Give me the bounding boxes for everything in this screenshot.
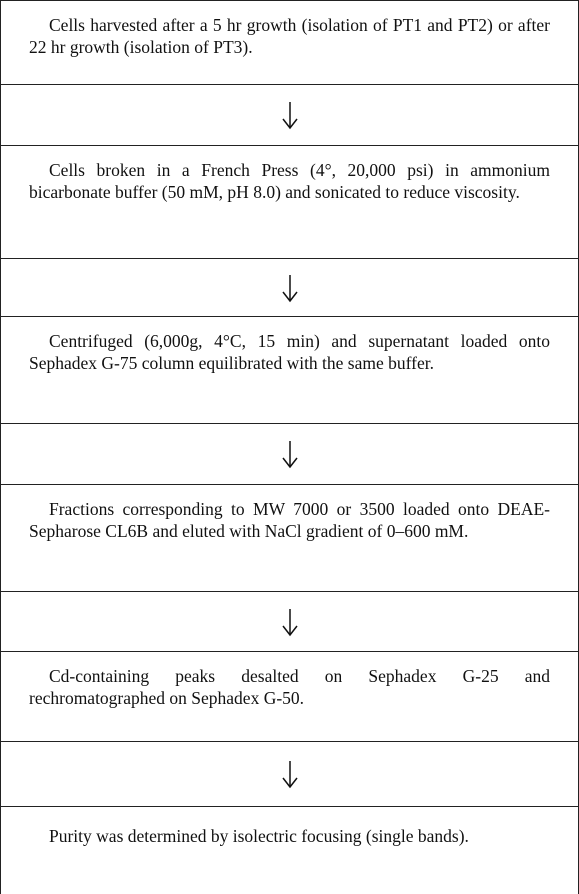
- down-arrow: [281, 441, 298, 469]
- down-arrow: [281, 608, 298, 636]
- step-text: Fractions corresponding to MW 7000 or 35…: [29, 499, 550, 541]
- down-arrow: [281, 102, 298, 130]
- down-arrow: [281, 274, 298, 302]
- step-text: Cd-containing peaks desalted on Sephadex…: [29, 666, 550, 708]
- step-box: Cells harvested after a 5 hr growth (iso…: [1, 1, 578, 85]
- arrow-row: [1, 592, 578, 652]
- arrow-row: [1, 259, 578, 317]
- step-text: Purity was determined by isolectric focu…: [49, 826, 469, 846]
- arrow-row: [1, 742, 578, 807]
- arrow-row: [1, 424, 578, 485]
- arrow-row: [1, 85, 578, 146]
- step-text: Cells harvested after a 5 hr growth (iso…: [29, 15, 550, 57]
- step-box: Purity was determined by isolectric focu…: [1, 807, 578, 894]
- step-box: Fractions corresponding to MW 7000 or 35…: [1, 485, 578, 592]
- down-arrow: [281, 761, 298, 789]
- step-box: Cd-containing peaks desalted on Sephadex…: [1, 652, 578, 742]
- step-text: Cells broken in a French Press (4°, 20,0…: [29, 160, 550, 202]
- step-box: Centrifuged (6,000g, 4°C, 15 min) and su…: [1, 317, 578, 424]
- step-text: Centrifuged (6,000g, 4°C, 15 min) and su…: [29, 331, 550, 373]
- step-box: Cells broken in a French Press (4°, 20,0…: [1, 146, 578, 259]
